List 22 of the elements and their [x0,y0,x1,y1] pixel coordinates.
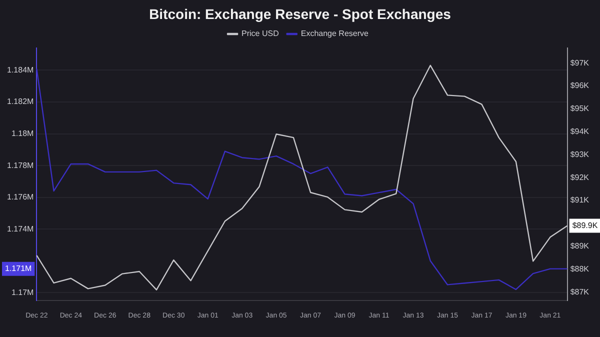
legend-label: Price USD [242,29,280,38]
y2-tick-label: $88K [570,264,590,274]
y-tick-label: 1.178M [6,160,34,170]
y2-tick-label: $87K [570,287,590,296]
annotation: 1.171M [5,264,32,274]
data-label: $89.9K [572,220,598,230]
legend-label: Exchange Reserve [300,29,370,38]
y2-tick-label: $95K [570,104,590,114]
y-tick-label: 1.182M [6,97,34,106]
y-tick-label: 1.176M [6,192,34,202]
y2-tick-label: $93K [570,150,590,159]
y2-tick-label: $94K [570,127,590,136]
y-tick-label: 1.174M [6,224,34,234]
y2-tick-label: $92K [570,172,590,182]
y-tick-label: 1.18M [11,128,34,138]
y2-tick-label: $91K [570,196,590,205]
y2-tick-label: $97K [570,58,590,68]
y-tick-label: 1.17M [11,288,34,297]
y2-tick-label: $96K [570,81,590,90]
y-tick-label: 1.184M [6,65,34,74]
chart-title: Bitcoin: Exchange Reserve - Spot Exchanges [148,6,452,22]
y2-tick-label: $89K [570,242,590,251]
